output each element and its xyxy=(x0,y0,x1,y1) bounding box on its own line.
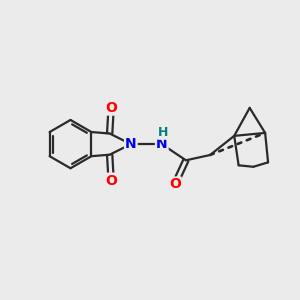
Text: N: N xyxy=(125,137,137,151)
Text: O: O xyxy=(105,174,117,188)
Text: O: O xyxy=(105,100,117,115)
Text: N: N xyxy=(156,137,168,151)
Text: O: O xyxy=(169,177,181,191)
Text: H: H xyxy=(158,126,168,139)
